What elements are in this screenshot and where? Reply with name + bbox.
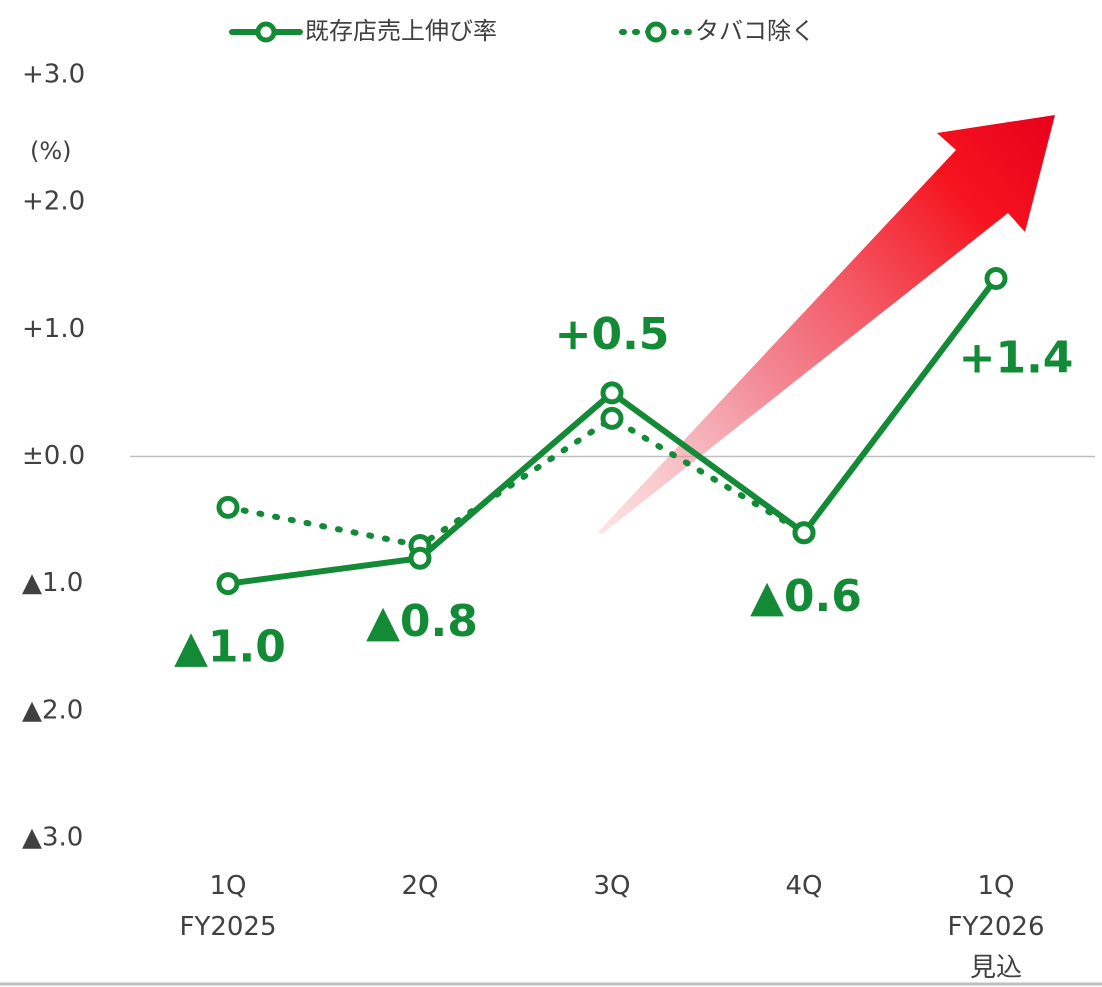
trend-arrow xyxy=(598,115,1055,534)
data-label: ▲0.6 xyxy=(750,571,862,622)
data-label: ▲1.0 xyxy=(174,622,286,673)
point-marker xyxy=(216,495,240,519)
point-marker xyxy=(600,406,624,430)
y-tick-label: ▲3.0 xyxy=(22,823,83,853)
data-label: +1.4 xyxy=(959,332,1074,383)
legend-label: 既存店売上伸び率 xyxy=(305,17,497,45)
point-marker xyxy=(408,546,432,570)
unit-label: (%) xyxy=(30,137,72,165)
x-tick-label: 1Q FY2025 xyxy=(179,871,277,942)
y-tick-label: ▲1.0 xyxy=(22,568,83,598)
data-label: +0.5 xyxy=(555,309,670,360)
point-marker xyxy=(984,266,1008,290)
y-tick-label: +1.0 xyxy=(22,314,85,344)
point-marker xyxy=(792,521,816,545)
y-tick-label: ±0.0 xyxy=(22,441,85,471)
legend-marker xyxy=(255,21,277,43)
y-tick-label: +2.0 xyxy=(22,187,85,217)
point-marker xyxy=(600,381,624,405)
x-tick-label: 4Q xyxy=(785,871,823,901)
x-tick-label: 1Q FY2026 見込 xyxy=(947,871,1045,983)
series-line xyxy=(225,415,807,549)
point-marker xyxy=(216,572,240,596)
y-tick-label: ▲2.0 xyxy=(22,695,83,725)
legend-label: タバコ除く xyxy=(695,17,815,45)
data-label: ▲0.8 xyxy=(366,596,478,647)
legend-marker xyxy=(645,21,667,43)
x-tick-label: 2Q xyxy=(401,871,439,901)
x-tick-label: 3Q xyxy=(593,871,631,901)
y-tick-label: +3.0 xyxy=(22,60,85,90)
